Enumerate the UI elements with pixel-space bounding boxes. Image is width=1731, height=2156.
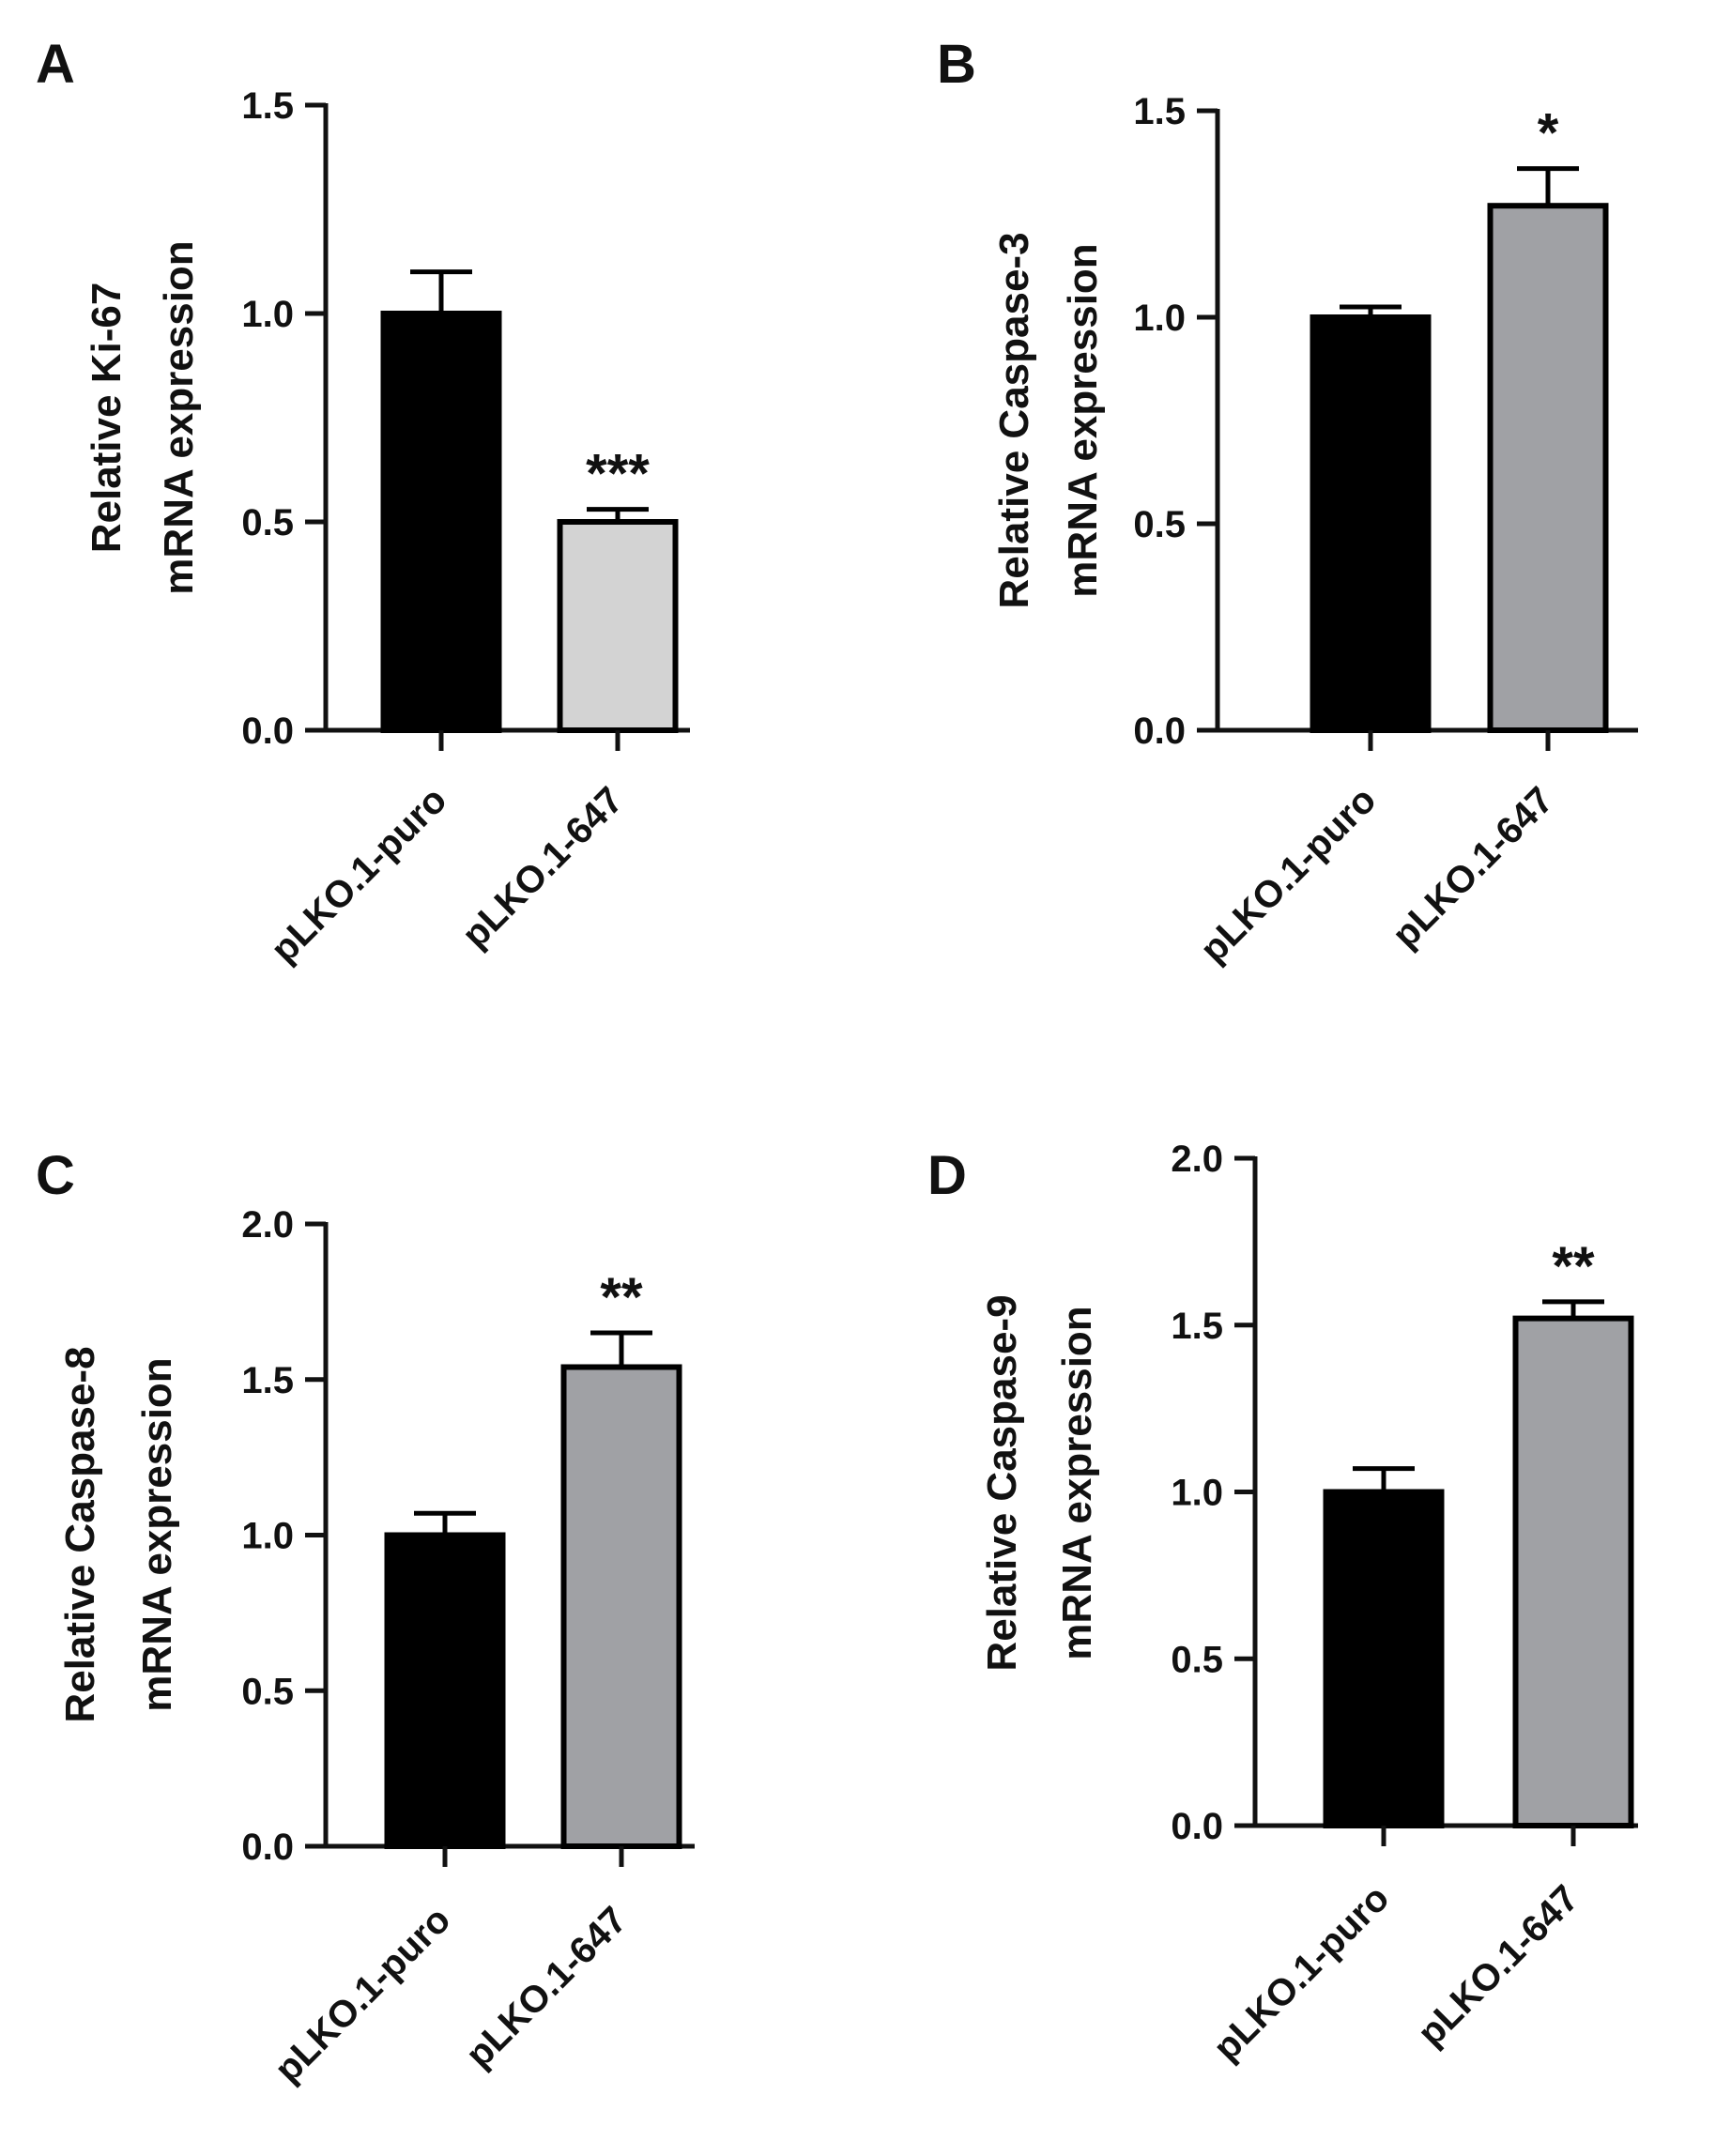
panel-letter: A: [36, 34, 75, 95]
y-tick-label: 2.0: [241, 1204, 294, 1246]
panel-d: D 0.0 0.5 1.0 1.5 2.0 Relative Caspase-9 mRNA e…: [927, 1139, 1638, 2069]
x-category-label: pLKO.1-puro: [1192, 779, 1384, 971]
bar-treated: [1487, 203, 1609, 733]
panel-letter: D: [927, 1145, 967, 1206]
y-tick-label: 0.0: [1133, 711, 1186, 752]
panel-c: C 0.0 0.5 1.0 1.5 2.0 Relative Caspase-8 mRNA e…: [36, 1145, 695, 2090]
y-axis-title: Relative Ki-67: [84, 283, 130, 554]
y-tick-label: 0.5: [241, 1671, 294, 1712]
y-axis-title: mRNA expression: [1060, 243, 1106, 597]
y-tick-label: 1.0: [241, 294, 294, 335]
y-axis-title: mRNA expression: [1054, 1306, 1100, 1659]
y-tick-label: 0.5: [1171, 1639, 1223, 1680]
y-tick-label: 1.0: [1133, 298, 1186, 339]
x-category-label: pLKO.1-puro: [1205, 1877, 1397, 2069]
y-axis-title: Relative Caspase-9: [979, 1294, 1025, 1671]
significance-marker: *: [1538, 103, 1559, 164]
y-tick-label: 0.5: [241, 502, 294, 543]
y-tick-label: 1.5: [1171, 1306, 1223, 1347]
x-category-label: pLKO.1-puro: [263, 779, 454, 971]
x-category-label: pLKO.1-647: [458, 1899, 635, 2075]
y-axis-title: Relative Caspase-8: [57, 1346, 103, 1722]
bar-control: [380, 311, 502, 733]
y-axis-title: mRNA expression: [156, 240, 202, 594]
y-axis-title: mRNA expression: [134, 1357, 180, 1711]
x-category-label: pLKO.1-647: [454, 779, 631, 956]
x-category-label: pLKO.1-647: [1385, 779, 1561, 956]
bar-treated: [560, 1364, 682, 1849]
significance-marker: **: [600, 1267, 643, 1328]
y-tick-label: 0.5: [1133, 504, 1186, 545]
bar-control: [1323, 1489, 1445, 1828]
panel-a: A 0.0 0.5 1.0 1.5 Relative Ki-67 mRNA expressi…: [36, 34, 690, 971]
panel-b: B 0.0 0.5 1.0 1.5 Relative Caspase-3 mRNA expr…: [937, 34, 1638, 971]
y-tick-label: 0.0: [241, 711, 294, 752]
y-tick-label: 1.5: [1133, 91, 1186, 132]
y-axis-title: Relative Caspase-3: [991, 232, 1037, 608]
bar-treated: [1512, 1315, 1634, 1828]
y-tick-label: 0.0: [1171, 1806, 1223, 1847]
x-category-label: pLKO.1-puro: [267, 1899, 458, 2090]
panel-letter: C: [36, 1145, 75, 1206]
significance-marker: ***: [586, 444, 650, 505]
y-tick-label: 1.5: [241, 1360, 294, 1401]
bar-control: [1310, 314, 1432, 733]
y-tick-label: 1.0: [241, 1516, 294, 1557]
panel-letter: B: [937, 34, 976, 95]
y-tick-label: 2.0: [1171, 1139, 1223, 1180]
bar-control: [384, 1532, 506, 1849]
y-tick-label: 1.5: [241, 85, 294, 127]
y-tick-label: 0.0: [241, 1827, 294, 1868]
significance-marker: **: [1552, 1236, 1595, 1297]
x-category-label: pLKO.1-647: [1410, 1877, 1586, 2054]
y-tick-label: 1.0: [1171, 1473, 1223, 1514]
bar-treated: [557, 519, 679, 733]
